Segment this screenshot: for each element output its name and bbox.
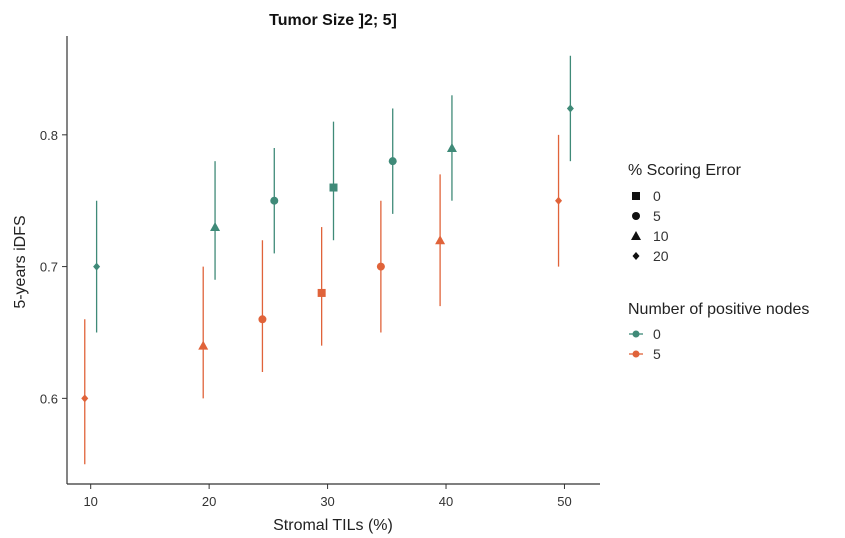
legend-shape-label: 20 <box>653 248 669 264</box>
data-point <box>93 262 101 271</box>
data-point <box>198 340 209 350</box>
data-point <box>555 196 563 205</box>
x-tick-label: 40 <box>439 494 453 509</box>
data-point <box>329 183 338 192</box>
legend-shape-key <box>632 192 640 200</box>
data-point <box>376 262 385 271</box>
x-tick-label: 50 <box>557 494 571 509</box>
x-tick-label: 30 <box>320 494 334 509</box>
data-point <box>317 288 326 297</box>
x-ticks: 10 20 30 40 50 <box>83 484 572 509</box>
y-tick-label: 0.8 <box>40 128 58 143</box>
legend-color: 05 <box>629 326 661 362</box>
legend-shape-label: 10 <box>653 228 669 244</box>
data-point <box>446 143 457 152</box>
legend-shape: 0 5 10 20 <box>631 188 669 264</box>
legend-color-label: 0 <box>653 326 661 342</box>
data-point <box>566 104 574 113</box>
data-point <box>270 196 279 205</box>
y-tick-label: 0.7 <box>40 260 58 275</box>
y-axis-title: 5-years iDFS <box>12 215 29 308</box>
legend-color-key <box>632 350 640 358</box>
legend-color-key <box>632 330 640 338</box>
legend-shape-key <box>632 212 640 220</box>
chart-title: Tumor Size ]2; 5] <box>269 12 397 29</box>
legend-shape-key <box>632 252 640 260</box>
x-tick-label: 20 <box>202 494 216 509</box>
data-point <box>388 157 397 166</box>
legend-color-title: Number of positive nodes <box>628 301 809 318</box>
x-axis-title: Stromal TILs (%) <box>273 517 393 534</box>
data-point <box>81 394 89 403</box>
legend-shape-key <box>631 231 641 240</box>
data-marks <box>81 55 574 465</box>
data-point <box>210 222 221 232</box>
y-ticks: 0.6 0.7 0.8 <box>40 128 67 406</box>
legend-shape-label: 0 <box>653 188 661 204</box>
data-point <box>258 315 267 324</box>
legend-shape-title: % Scoring Error <box>628 162 742 179</box>
y-tick-label: 0.6 <box>40 391 58 406</box>
x-tick-label: 10 <box>83 494 97 509</box>
legend-shape-label: 5 <box>653 208 661 224</box>
data-point <box>435 235 446 245</box>
legend-color-label: 5 <box>653 346 661 362</box>
